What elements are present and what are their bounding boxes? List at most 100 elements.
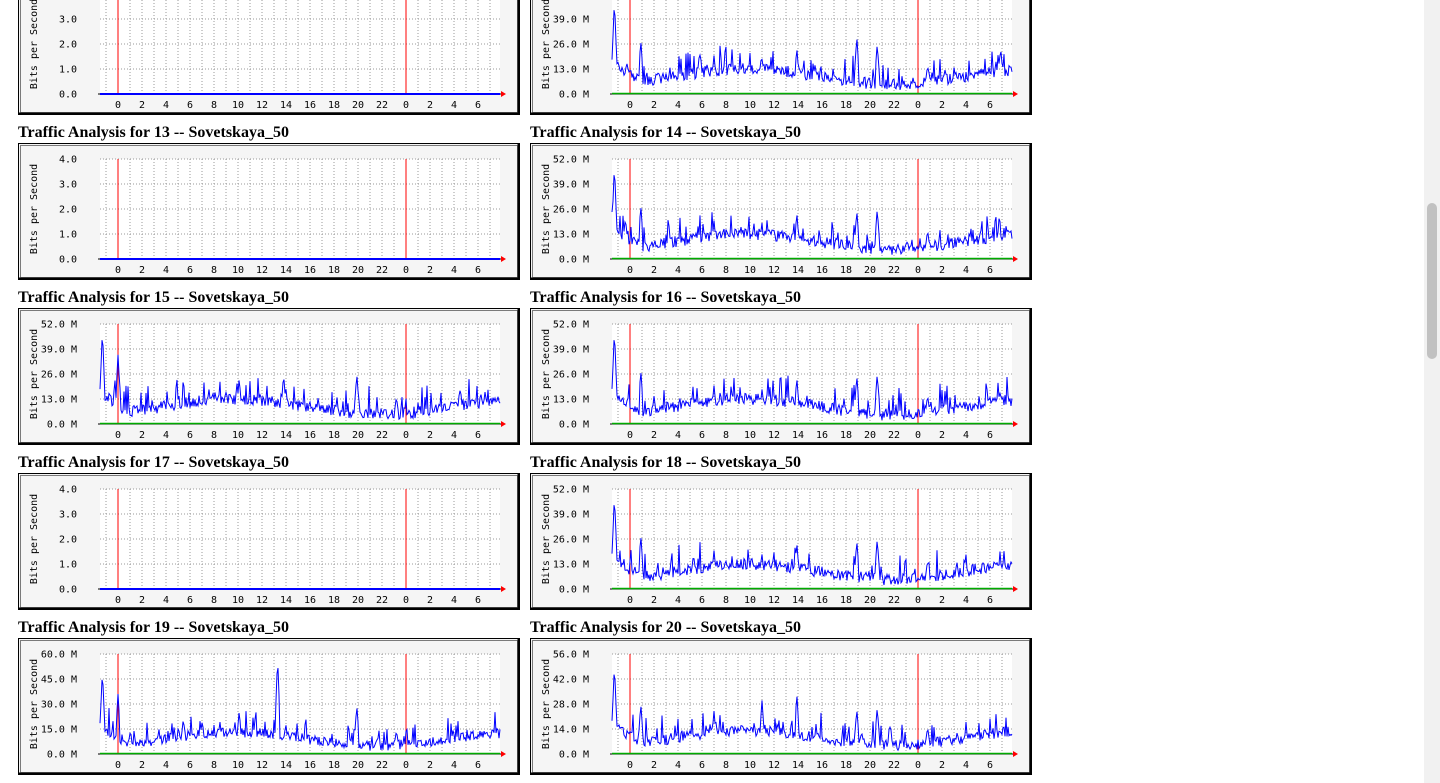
x-tick-label: 16 [816, 760, 828, 771]
x-tick-label: 16 [304, 265, 316, 276]
x-tick-label: 6 [699, 100, 705, 111]
traffic-graph-12[interactable]: 0.0 M 13.0 M 26.0 M 39.0 M 52.0 M 0 2 4 6 8 10 12 14… [530, 0, 1032, 115]
y-tick-label: 4.0 [59, 155, 77, 166]
traffic-graph-20[interactable]: 0.0 M 14.0 M 28.0 M 42.0 M 56.0 M 0 2 4 6 8 10 12 14… [530, 638, 1032, 775]
x-tick-label: 6 [699, 430, 705, 441]
x-tick-label: 4 [675, 595, 681, 606]
y-tick-label: 28.0 M [553, 700, 589, 711]
graph-title: Traffic Analysis for 14 -- Sovetskaya_50 [530, 124, 801, 141]
x-tick-label: 8 [211, 430, 217, 441]
y-tick-label: 0.0 [59, 255, 77, 266]
x-tick-label: 6 [987, 265, 993, 276]
y-axis-label: Bits per Second [541, 329, 552, 419]
x-tick-label: 0 [115, 265, 121, 276]
x-tick-label: 14 [280, 760, 292, 771]
traffic-graph-15[interactable]: 0.0 M 13.0 M 26.0 M 39.0 M 52.0 M 0 2 4 6 8 10 12 14… [18, 308, 520, 445]
y-tick-label: 1.0 [59, 65, 77, 76]
x-tick-label: 8 [211, 595, 217, 606]
y-axis-label: Bits per Second [29, 164, 40, 254]
x-tick-label: 4 [163, 760, 169, 771]
y-tick-label: 0.0 M [559, 750, 589, 761]
y-tick-label: 13.0 M [553, 65, 589, 76]
x-tick-label: 14 [792, 760, 804, 771]
y-tick-label: 13.0 M [553, 230, 589, 241]
x-tick-label: 8 [723, 265, 729, 276]
x-tick-label: 18 [328, 595, 340, 606]
x-tick-label: 20 [352, 265, 364, 276]
traffic-line [611, 674, 1013, 752]
x-tick-label: 4 [163, 100, 169, 111]
x-tick-label: 0 [627, 100, 633, 111]
x-tick-label: 4 [163, 265, 169, 276]
x-tick-label: 6 [699, 595, 705, 606]
x-tick-label: 16 [304, 100, 316, 111]
x-tick-label: 20 [352, 760, 364, 771]
y-tick-label: 45.0 M [41, 675, 77, 686]
x-tick-label: 20 [864, 430, 876, 441]
y-tick-label: 13.0 M [553, 395, 589, 406]
x-tick-label: 18 [328, 760, 340, 771]
traffic-graph-19[interactable]: 0.0 M 15.0 M 30.0 M 45.0 M 60.0 M 0 2 4 6 8 10 12 14… [18, 638, 520, 775]
y-tick-label: 2.0 [59, 535, 77, 546]
x-tick-label: 0 [915, 265, 921, 276]
x-tick-label: 14 [280, 100, 292, 111]
x-tick-label: 10 [744, 595, 756, 606]
y-tick-label: 56.0 M [553, 650, 589, 661]
axis-arrow [1013, 256, 1018, 262]
y-tick-label: 0.0 M [559, 90, 589, 101]
x-tick-label: 6 [187, 595, 193, 606]
y-tick-label: 3.0 [59, 15, 77, 26]
x-tick-label: 20 [864, 595, 876, 606]
x-tick-label: 6 [699, 265, 705, 276]
x-tick-label: 18 [328, 100, 340, 111]
traffic-graph-16[interactable]: 0.0 M 13.0 M 26.0 M 39.0 M 52.0 M 0 2 4 6 8 10 12 14… [530, 308, 1032, 445]
x-tick-label: 0 [403, 100, 409, 111]
x-tick-label: 22 [376, 595, 388, 606]
vertical-scrollbar[interactable] [1424, 0, 1440, 783]
x-tick-label: 14 [792, 430, 804, 441]
x-tick-label: 10 [232, 760, 244, 771]
x-tick-label: 16 [816, 595, 828, 606]
x-tick-label: 12 [256, 265, 268, 276]
y-axis-label: Bits per Second [541, 164, 552, 254]
x-tick-label: 18 [840, 760, 852, 771]
x-tick-label: 10 [744, 430, 756, 441]
x-tick-label: 2 [139, 760, 145, 771]
x-tick-label: 18 [328, 265, 340, 276]
y-tick-label: 26.0 M [41, 370, 77, 381]
traffic-graph-17[interactable]: 0.0 1.0 2.0 3.0 4.0 0 2 4 6 8 10 12 14 16 18 20 22 0 2 4 6 Bi… [18, 473, 520, 610]
traffic-graph-18[interactable]: 0.0 M 13.0 M 26.0 M 39.0 M 52.0 M 0 2 4 6 8 10 12 14… [530, 473, 1032, 610]
x-tick-label: 2 [139, 595, 145, 606]
traffic-graph-13[interactable]: 0.0 1.0 2.0 3.0 4.0 0 2 4 6 8 10 12 14 16 18 20 22 0 2 4 6 Bi… [18, 143, 520, 280]
y-tick-label: 3.0 [59, 510, 77, 521]
x-tick-label: 4 [963, 430, 969, 441]
traffic-graph-11[interactable]: 0.0 1.0 2.0 3.0 4.0 0 2 4 6 8 10 12 14 16 18 20 22 0 2 4 6 Bi… [18, 0, 520, 115]
y-axis-label: Bits per Second [541, 494, 552, 584]
x-tick-label: 8 [211, 760, 217, 771]
x-tick-label: 6 [475, 100, 481, 111]
x-tick-label: 12 [256, 760, 268, 771]
x-tick-label: 2 [651, 760, 657, 771]
y-tick-label: 26.0 M [553, 205, 589, 216]
x-tick-label: 0 [403, 265, 409, 276]
x-tick-label: 2 [427, 595, 433, 606]
x-tick-label: 4 [163, 430, 169, 441]
x-tick-label: 12 [768, 430, 780, 441]
x-tick-label: 2 [427, 760, 433, 771]
y-tick-label: 2.0 [59, 205, 77, 216]
x-tick-label: 4 [451, 265, 457, 276]
plot-area [100, 0, 500, 94]
traffic-graph-14[interactable]: 0.0 M 13.0 M 26.0 M 39.0 M 52.0 M 0 2 4 6 8 10 12 14… [530, 143, 1032, 280]
y-tick-label: 60.0 M [41, 650, 77, 661]
scrollbar-thumb[interactable] [1427, 203, 1437, 359]
x-tick-label: 16 [304, 760, 316, 771]
x-tick-label: 14 [792, 265, 804, 276]
y-axis-label: Bits per Second [541, 659, 552, 749]
x-tick-label: 22 [376, 265, 388, 276]
x-tick-label: 2 [651, 265, 657, 276]
x-tick-label: 14 [280, 595, 292, 606]
y-tick-label: 0.0 M [559, 420, 589, 431]
graph-title: Traffic Analysis for 16 -- Sovetskaya_50 [530, 289, 801, 306]
axis-arrow [1013, 421, 1018, 427]
y-tick-label: 4.0 [59, 0, 77, 1]
